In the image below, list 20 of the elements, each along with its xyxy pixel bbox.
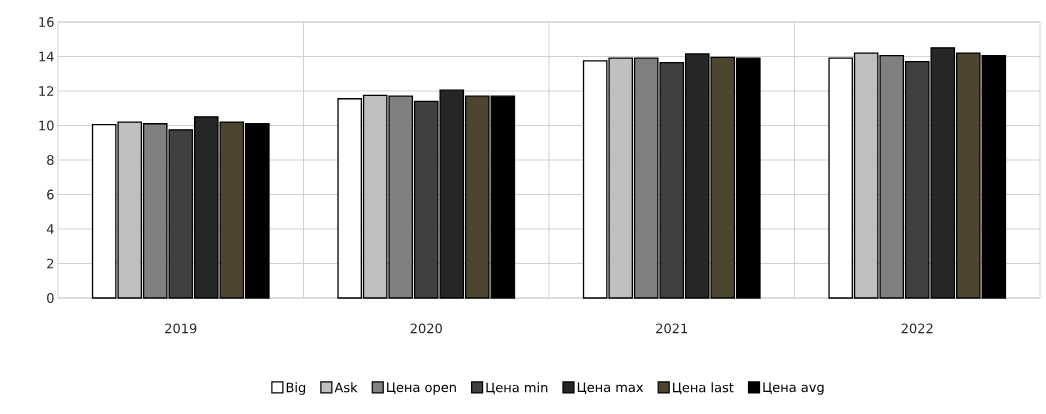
y-tick-label: 12 — [39, 86, 54, 96]
y-tick-label: 6 — [47, 189, 54, 200]
x-tick-label: 2020 — [410, 323, 442, 334]
legend-label: Цена avg — [763, 382, 824, 395]
legend-label: Big — [286, 382, 306, 395]
y-tick-label: 8 — [47, 155, 54, 165]
x-tick-label: 2019 — [165, 323, 197, 334]
y-tick-label: 10 — [39, 120, 54, 131]
legend-label: Ask — [334, 382, 358, 393]
x-tick-label: 2021 — [656, 323, 688, 334]
legend-label: Цена max — [577, 382, 644, 394]
y-tick-label: 16 — [39, 17, 54, 27]
x-tick-label: 2022 — [901, 323, 933, 334]
y-tick-label: 0 — [47, 293, 54, 303]
y-tick-label: 14 — [39, 51, 54, 62]
legend-label: Цена last — [673, 382, 734, 395]
legend-label: Цена open — [387, 382, 456, 395]
y-tick-label: 2 — [47, 258, 54, 269]
legend-label: Цена min — [486, 382, 548, 395]
y-tick-label: 4 — [46, 224, 54, 234]
